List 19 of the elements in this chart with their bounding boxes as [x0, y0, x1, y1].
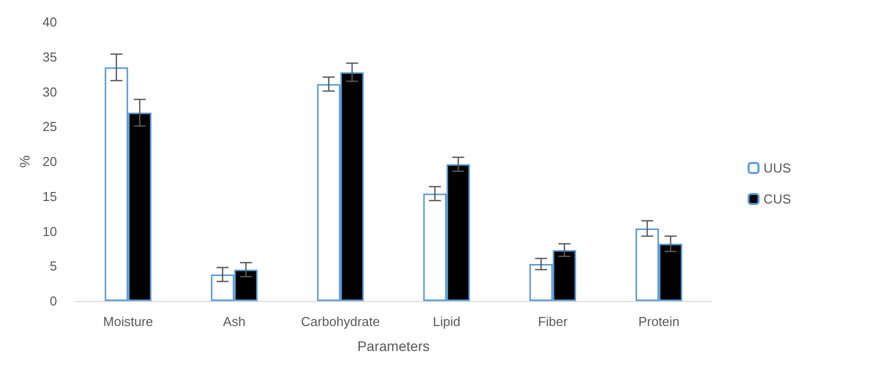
- y-tick-label: 30: [42, 84, 57, 100]
- y-axis-title: %: [16, 155, 33, 168]
- legend-label: UUS: [764, 160, 792, 176]
- x-axis-title: Parameters: [357, 338, 430, 354]
- x-tick-label: Lipid: [432, 314, 460, 329]
- x-tick-label: Fiber: [538, 314, 568, 329]
- y-tick-label: 10: [42, 224, 57, 239]
- x-tick-label: Carbohydrate: [301, 314, 380, 329]
- y-tick-label: 40: [42, 14, 57, 30]
- x-tick-label: Protein: [638, 314, 680, 329]
- y-tick-label: 5: [50, 258, 57, 274]
- y-tick-label: 15: [42, 188, 57, 204]
- x-tick-label: Moisture: [103, 314, 154, 329]
- x-tick-label: Ash: [223, 314, 246, 329]
- y-tick-label: 35: [42, 49, 57, 64]
- legend-label: CUS: [764, 192, 792, 206]
- y-tick-label: 20: [42, 154, 57, 169]
- y-tick-label: 25: [42, 119, 57, 134]
- y-tick-label: 0: [50, 294, 57, 308]
